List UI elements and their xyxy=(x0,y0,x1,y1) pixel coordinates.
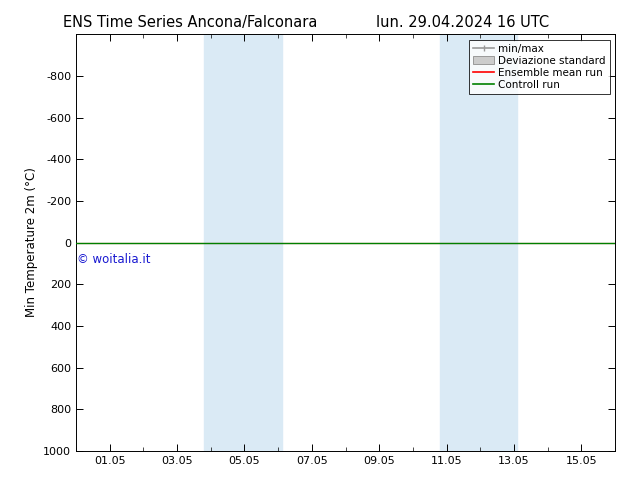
Text: lun. 29.04.2024 16 UTC: lun. 29.04.2024 16 UTC xyxy=(376,15,550,30)
Legend: min/max, Deviazione standard, Ensemble mean run, Controll run: min/max, Deviazione standard, Ensemble m… xyxy=(469,40,610,94)
Y-axis label: Min Temperature 2m (°C): Min Temperature 2m (°C) xyxy=(25,168,37,318)
Bar xyxy=(440,34,517,451)
Bar xyxy=(204,34,281,451)
Text: ENS Time Series Ancona/Falconara: ENS Time Series Ancona/Falconara xyxy=(63,15,318,30)
Text: © woitalia.it: © woitalia.it xyxy=(77,253,150,266)
